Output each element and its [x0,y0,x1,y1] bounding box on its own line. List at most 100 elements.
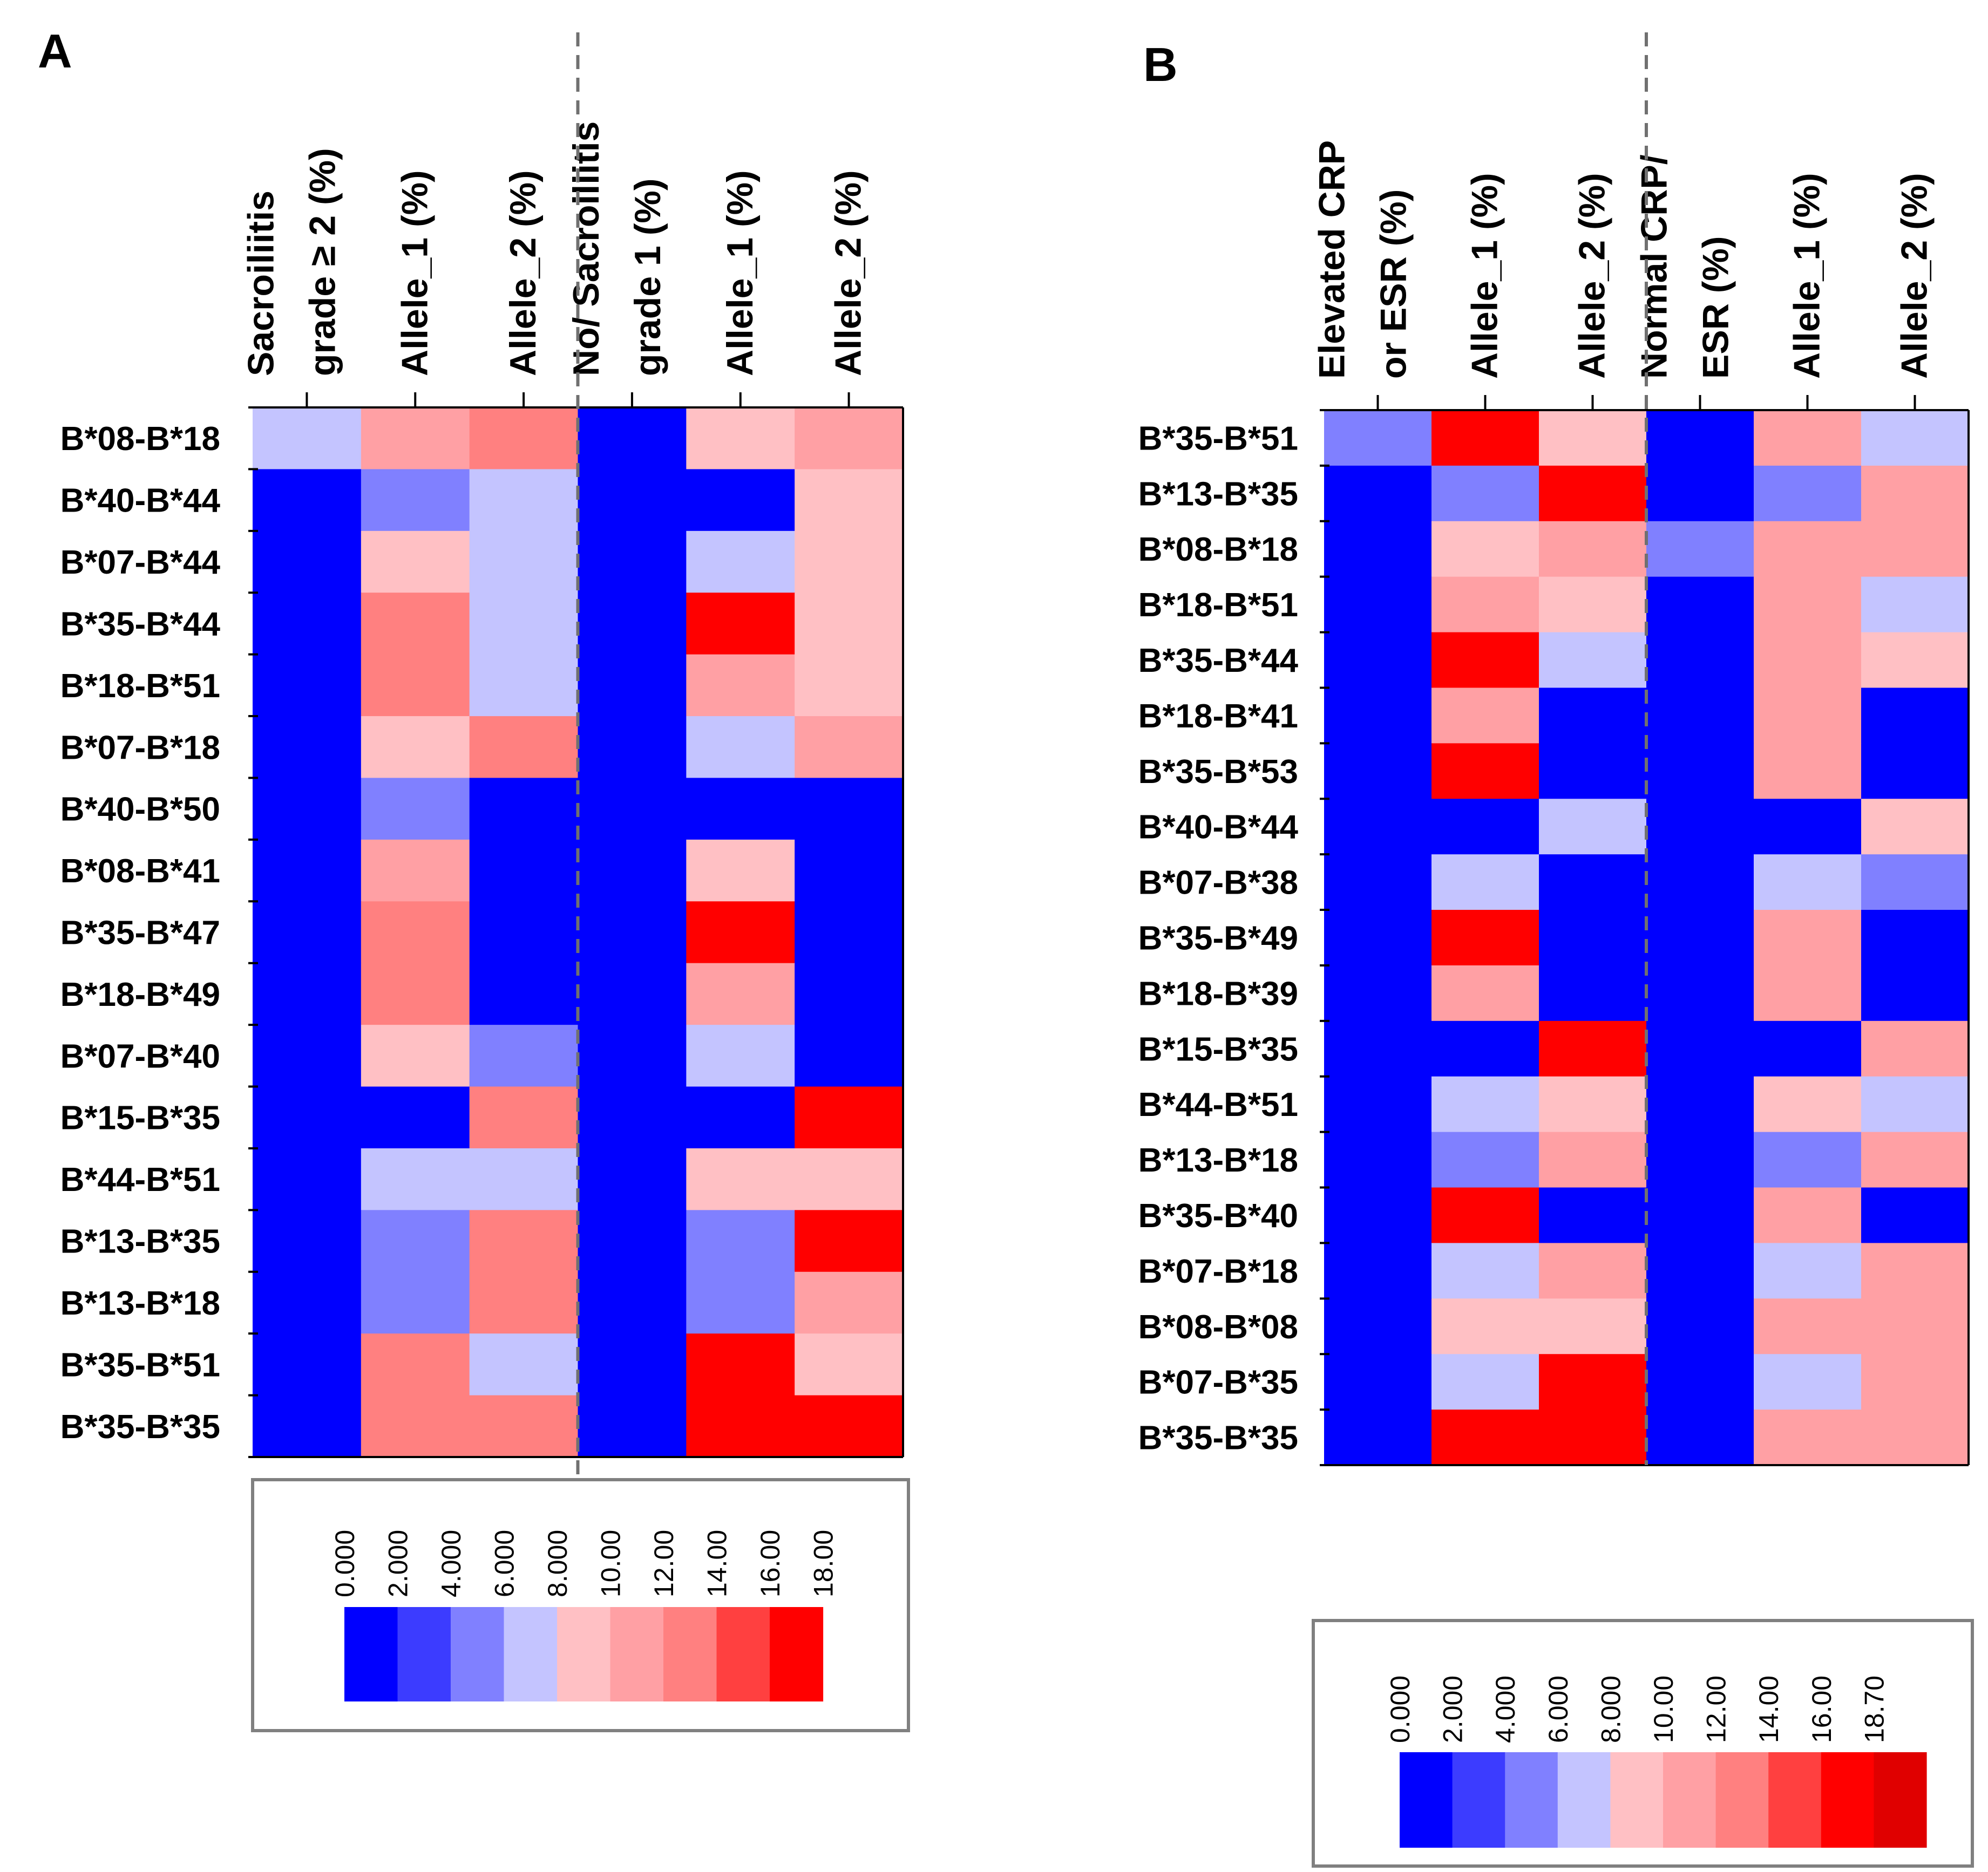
heatmap-cell [686,963,795,1025]
column-label: ESR (%) [1695,236,1736,379]
heatmap-cell [361,530,470,593]
heatmap-cell [686,530,795,593]
row-label: B*18-B*41 [1138,698,1298,735]
heatmap-cell [1754,1410,1862,1466]
heatmap-cell [1754,576,1862,633]
heatmap-cell [469,901,579,964]
heatmap-cell [253,901,362,964]
heatmap-cell [253,716,362,779]
heatmap-cell [1754,1020,1862,1077]
legend-swatch [504,1607,558,1701]
heatmap-cell [578,963,687,1025]
heatmap-cell [1431,1132,1539,1188]
heatmap-cell [795,469,904,532]
heatmap-cell [1324,1354,1432,1410]
heatmap-cell [686,1086,795,1149]
row-label: B*35-B*44 [60,605,221,643]
legend-tick-label: 4.000 [436,1530,466,1597]
row-label: B*07-B*44 [60,544,221,581]
heatmap-cell [1861,576,1969,633]
heatmap-cell [1539,1354,1647,1410]
heatmap-cell [578,593,687,655]
heatmap-cell [1324,521,1432,577]
heatmap-cell [1861,1076,1969,1133]
heatmap-cell [1861,854,1969,910]
heatmap-cell [1324,1076,1432,1133]
heatmap-cell [686,593,795,655]
legend-tick-label: 8.000 [542,1530,573,1597]
heatmap-cell [1861,410,1969,466]
column-label: Allele_1 (%) [720,170,761,376]
heatmap-cell [795,654,904,717]
heatmap-cell [1754,743,1862,799]
color-legend: 0.000 2.000 4.000 6.000 8.000 10.00 12.00 14.00… [251,1478,910,1732]
heatmap-cell [686,1210,795,1272]
heatmap-cell [1861,521,1969,577]
legend-tick-label: 16.00 [755,1530,785,1597]
heatmap-cell [469,469,579,532]
heatmap-cell [1754,1187,1862,1244]
heatmap-cell [1324,854,1432,910]
row-label: B*18-B*49 [60,976,220,1013]
heatmap-panel-a: A Sacroiliitis grade ≥ 2 (%) Allele_1 (%) Al… [38,24,910,1732]
legend-tick-label: 8.000 [1596,1676,1626,1743]
heatmap-cell [469,593,579,655]
heatmap-cell [1431,632,1539,689]
column-label: Allele_1 (%) [1787,173,1828,379]
row-label: B*35-B*40 [1138,1197,1298,1235]
row-label: B*07-B*18 [60,729,220,766]
heatmap-cell [1646,965,1754,1022]
heatmap-cell [578,407,687,470]
heatmap-cell [686,654,795,717]
heatmap-cell [686,716,795,779]
heatmap-cell [686,1395,795,1458]
heatmap-cell [469,1025,579,1087]
heatmap-cell [1646,632,1754,689]
heatmap-cell [1646,1298,1754,1354]
row-label: B*13-B*18 [60,1285,220,1322]
heatmap-cell [578,1271,687,1334]
row-label: B*18-B*39 [1138,975,1298,1012]
heatmap-cell [1324,910,1432,966]
heatmap-cell [1324,799,1432,855]
row-label: B*35-B*53 [1138,753,1298,791]
legend-tick-label: 14.00 [1754,1676,1784,1743]
row-label: B*07-B*35 [1138,1364,1298,1401]
heatmap-cell [1861,1410,1969,1466]
heatmap-cell [686,839,795,902]
heatmap-cell [1861,1298,1969,1354]
heatmap-cell [795,716,904,779]
legend-swatch [1557,1752,1611,1848]
column-label: Allele_1 (%) [394,170,435,376]
heatmap-cell [1431,1243,1539,1299]
heatmap-cell [1646,1187,1754,1244]
heatmap-cell [578,654,687,717]
heatmap-cell [795,901,904,964]
legend-swatch [610,1607,664,1701]
heatmap-cell [1324,1132,1432,1188]
row-label: B*08-B*08 [1138,1309,1298,1346]
heatmap-cell [1431,1410,1539,1466]
heatmap-cell [1539,799,1647,855]
heatmap-cell [1539,632,1647,689]
heatmap-cell [469,716,579,779]
heatmap-cell [361,1025,470,1087]
legend-swatch [451,1607,505,1701]
heatmap-cell [578,1333,687,1396]
legend-tick-label: 14.00 [702,1530,732,1597]
heatmap-cell [253,1333,362,1396]
legend-swatch [1505,1752,1558,1848]
heatmap-cell [686,469,795,532]
heatmap-cell [686,1271,795,1334]
heatmap-cell [578,1086,687,1149]
heatmap-cell [1539,743,1647,799]
heatmap-cell [1646,743,1754,799]
heatmap-cell [1539,854,1647,910]
heatmap-cell [795,407,904,470]
heatmap-cell [1646,521,1754,577]
row-label: B*35-B*49 [1138,920,1298,957]
row-label: B*08-B*18 [60,420,220,458]
heatmap-cell [469,1148,579,1210]
heatmap-cell [795,1333,904,1396]
legend-swatch [344,1607,398,1701]
